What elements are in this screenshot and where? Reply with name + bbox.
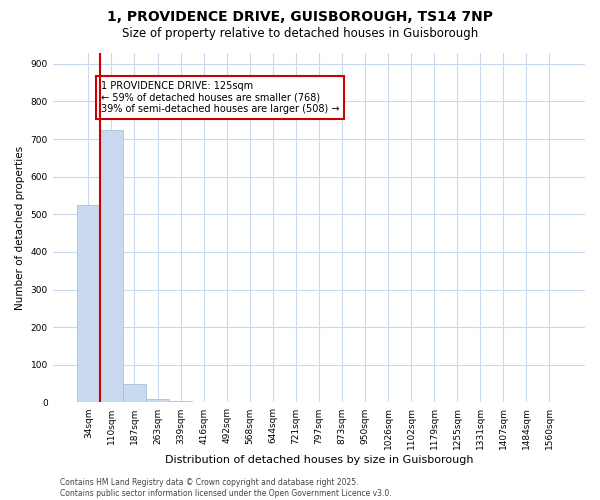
X-axis label: Distribution of detached houses by size in Guisborough: Distribution of detached houses by size … — [164, 455, 473, 465]
Text: 1 PROVIDENCE DRIVE: 125sqm
← 59% of detached houses are smaller (768)
39% of sem: 1 PROVIDENCE DRIVE: 125sqm ← 59% of deta… — [101, 80, 340, 114]
Bar — [169, 400, 192, 402]
Bar — [100, 130, 123, 402]
Y-axis label: Number of detached properties: Number of detached properties — [15, 146, 25, 310]
Bar — [77, 205, 100, 402]
Text: Contains HM Land Registry data © Crown copyright and database right 2025.
Contai: Contains HM Land Registry data © Crown c… — [60, 478, 392, 498]
Bar — [123, 384, 146, 402]
Bar — [146, 398, 169, 402]
Text: 1, PROVIDENCE DRIVE, GUISBOROUGH, TS14 7NP: 1, PROVIDENCE DRIVE, GUISBOROUGH, TS14 7… — [107, 10, 493, 24]
Text: Size of property relative to detached houses in Guisborough: Size of property relative to detached ho… — [122, 28, 478, 40]
